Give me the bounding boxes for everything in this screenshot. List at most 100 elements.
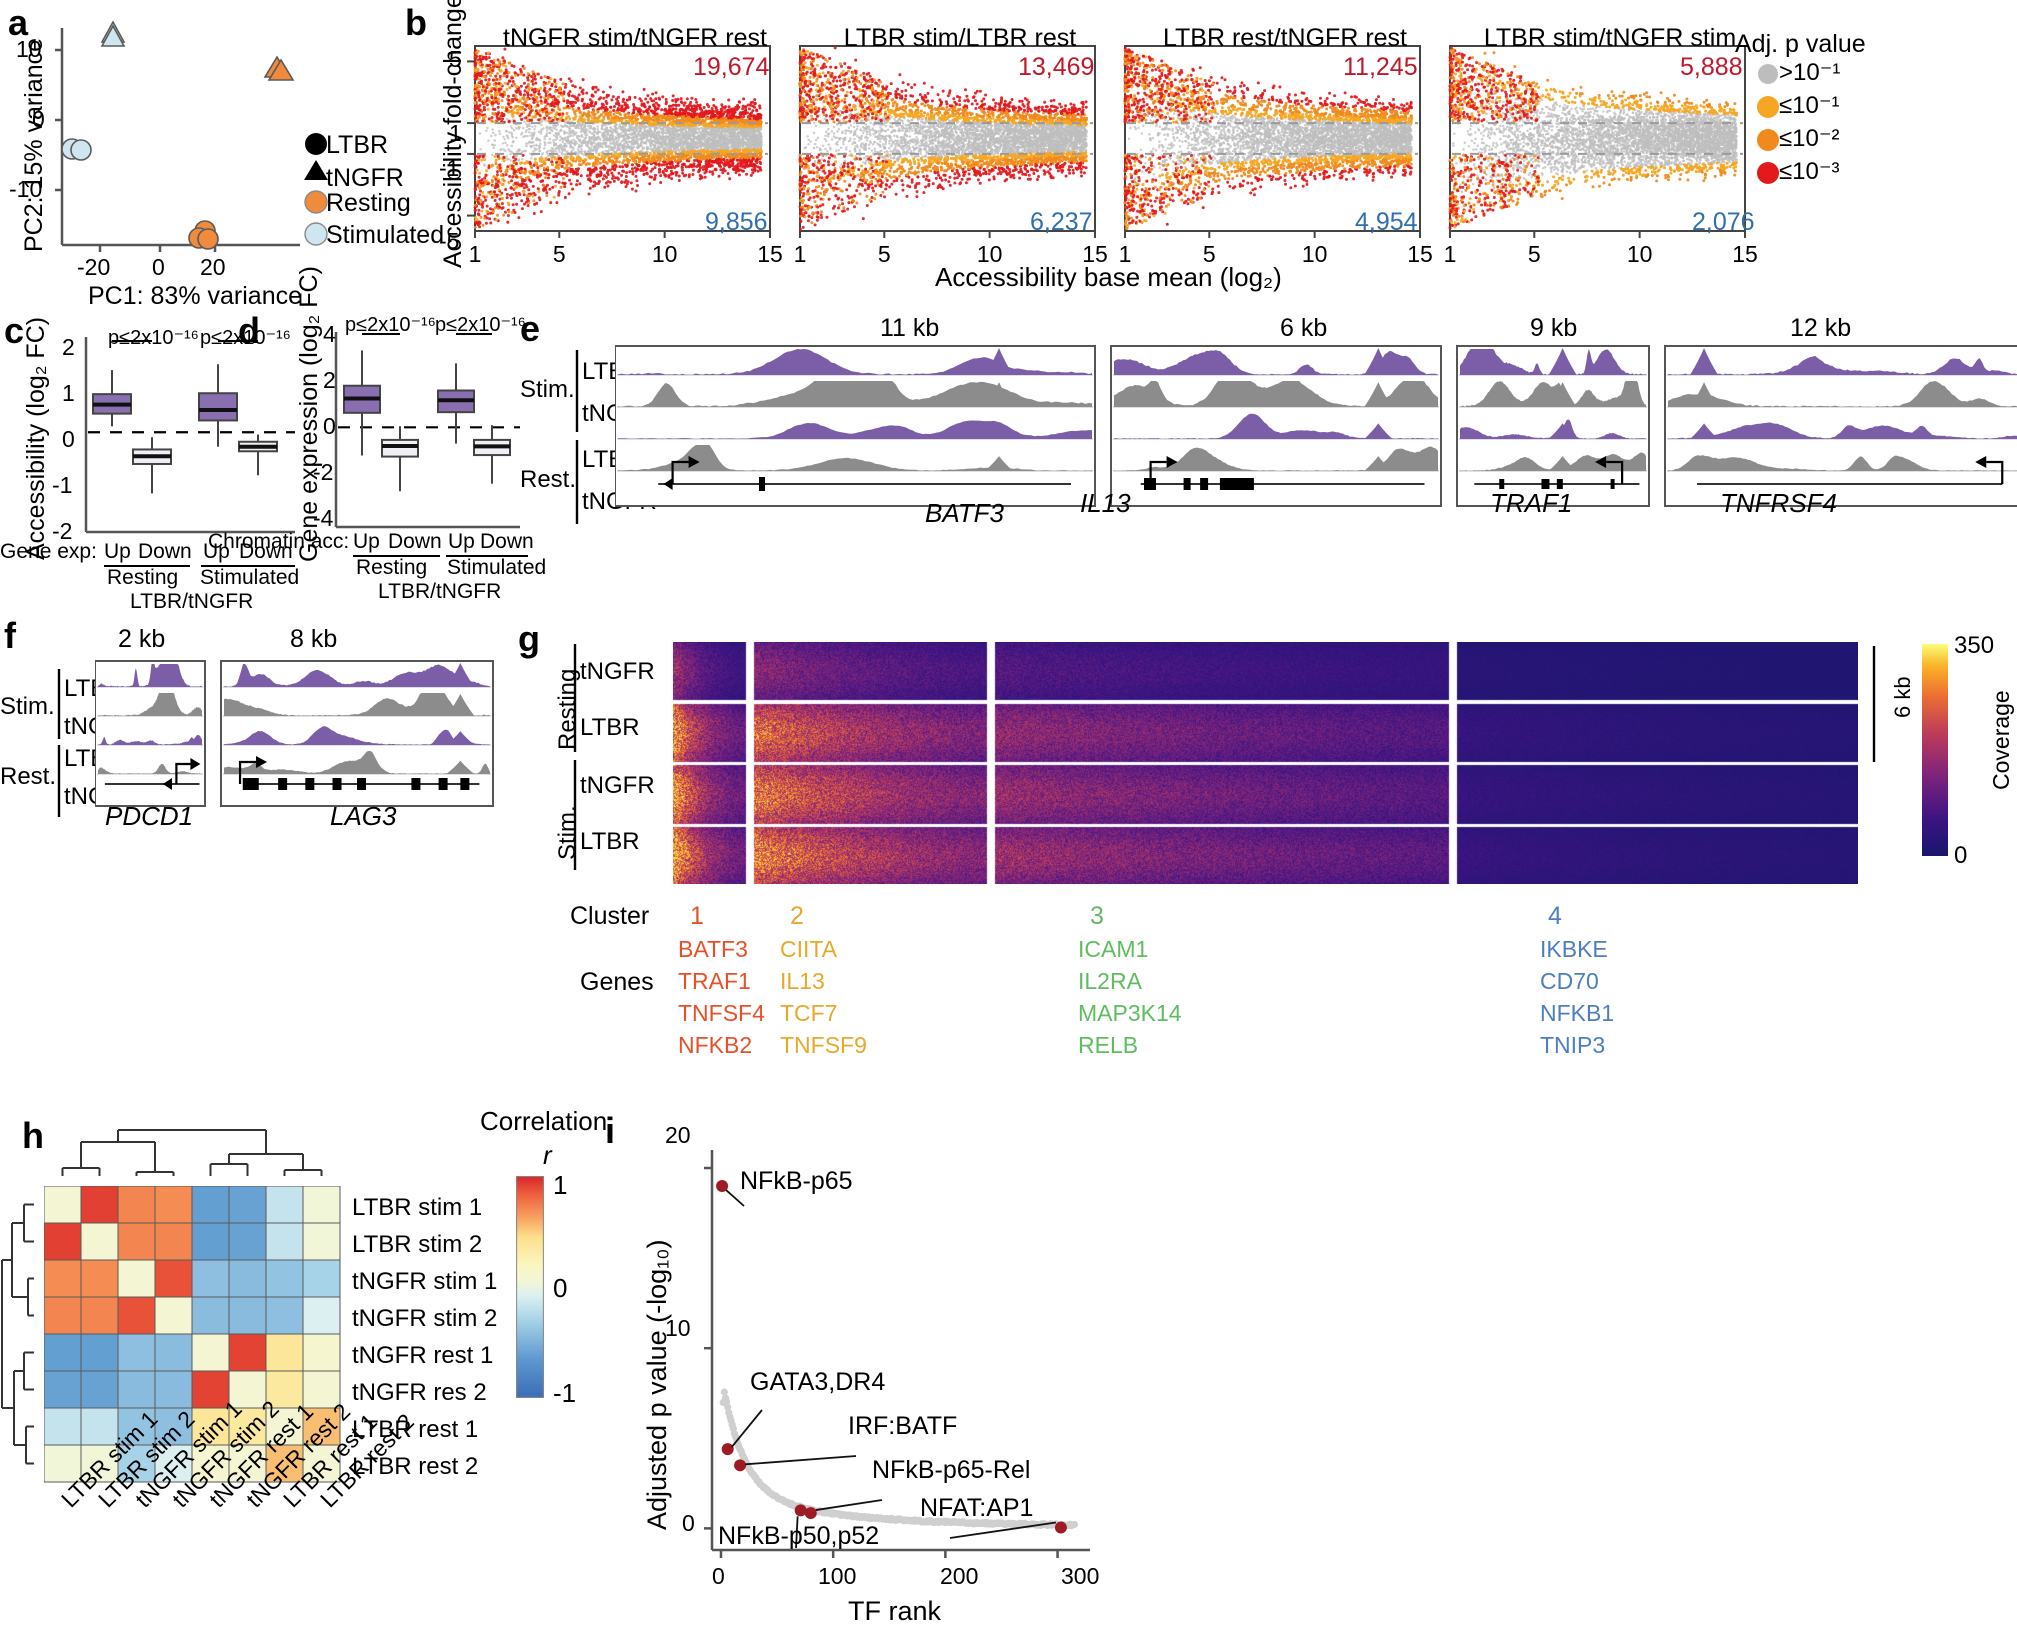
- panel-g-cluster-label: Cluster: [570, 902, 649, 931]
- panel-d-cat-0: Up: [353, 530, 380, 554]
- panel-e-span-3: 12 kb: [1790, 314, 1851, 343]
- panel-a-legend-ltbr: LTBR: [326, 131, 388, 160]
- panel-i-ytick-1: 10: [665, 1315, 691, 1342]
- panel-g-c1-gene-3: NFKB2: [678, 1032, 752, 1059]
- panel-f-gene-1: LAG3: [330, 801, 397, 832]
- panel-e-span-0: 11 kb: [880, 314, 939, 343]
- panel-g-row-0: tNGFR: [580, 658, 655, 686]
- panel-e-gene-2: TRAF1: [1490, 488, 1572, 519]
- panel-g-colorbar-title: Coverage: [1988, 690, 2015, 790]
- panel-b-legend-title: Adj. p value: [1735, 30, 1866, 59]
- panel-i-xtick-0: 0: [712, 1563, 725, 1590]
- panel-g-scale-bar: [1866, 642, 1886, 892]
- panel-i-ytick-2: 0: [682, 1510, 695, 1537]
- panel-h-legend-min: -1: [553, 1378, 576, 1409]
- panel-b-up-3: 5,888: [1680, 53, 1743, 82]
- panel-c-supergroup-1: Stimulated: [200, 566, 299, 590]
- panel-i-tf-label-1: GATA3,DR4: [750, 1368, 885, 1397]
- panel-g-c4-gene-2: NFKB1: [1540, 1000, 1614, 1027]
- panel-h-rowlab-3: tNGFR stim 2: [352, 1305, 497, 1333]
- panel-g-c3-gene-2: MAP3K14: [1078, 1000, 1182, 1027]
- panel-g-c2-gene-1: IL13: [780, 968, 825, 995]
- panel-g-c1-gene-0: BATF3: [678, 936, 748, 963]
- panel-h: h LTBR stim 1 LTBR stim 2 tNGFR stim 1 t…: [0, 1090, 500, 1650]
- panel-h-rowlab-4: tNGFR rest 1: [352, 1342, 493, 1370]
- panel-b-legend-0: >10⁻¹: [1779, 58, 1840, 87]
- panel-g-c3-gene-0: ICAM1: [1078, 936, 1148, 963]
- panel-i-tf-label-0: NFkB-p65: [740, 1167, 853, 1196]
- panel-d-ytick-4: -4: [313, 505, 333, 532]
- panel-d-ytick-1: 2: [323, 367, 336, 394]
- panel-h-rowlab-0: LTBR stim 1: [352, 1194, 482, 1222]
- panel-i-xtick-3: 300: [1061, 1563, 1099, 1590]
- panel-d-ytick-0: 4: [323, 321, 336, 348]
- panel-g-c4-gene-1: CD70: [1540, 968, 1599, 995]
- panel-f-rowgroup-0: Stim.: [0, 693, 55, 721]
- panel-a-legend-resting: Resting: [326, 189, 411, 218]
- panel-g-scale-label: 6 kb: [1890, 676, 1916, 718]
- panel-b-legend-2: ≤10⁻²: [1779, 124, 1840, 153]
- panel-c: c Accessibility (log₂ FC) p≤2x10⁻¹⁶ p≤2x…: [0, 0, 300, 320]
- panel-e-gene-0: BATF3: [925, 498, 1004, 529]
- panel-g-colorbar: [1922, 644, 1948, 856]
- panel-g-cluster-id-2: 3: [1090, 902, 1104, 931]
- panel-g-colorbar-min: 0: [1954, 842, 1967, 870]
- panel-d-cat-1: Down: [388, 530, 442, 554]
- panel-g-c3-gene-3: RELB: [1078, 1032, 1138, 1059]
- panel-b-title-2: LTBR rest/tNGFR rest: [1125, 24, 1445, 53]
- panel-i-ytick-0: 20: [665, 1122, 691, 1149]
- panel-g: g Resting Stim. tNGFR LTBR tNGFR LTBR 6 …: [518, 610, 2017, 970]
- panel-d-footer: LTBR/tNGFR: [378, 580, 501, 604]
- panel-c-ytick-0: 2: [62, 334, 75, 361]
- panel-d: d Gene expression (log₂ FC) p≤2x10⁻¹⁶ p≤…: [300, 290, 520, 610]
- panel-g-c1-gene-2: TNFSF4: [678, 1000, 765, 1027]
- panel-g-c4-gene-0: IKBKE: [1540, 936, 1608, 963]
- panel-b-title-3: LTBR stim/tNGFR stim: [1450, 24, 1770, 53]
- panel-e: e 11 kb 6 kb 9 kb 12 kb Stim. Rest. LTBR…: [520, 300, 2017, 570]
- panel-c-group-prefix: Gene exp:: [0, 540, 97, 564]
- panel-b-up-0: 19,674: [693, 53, 769, 82]
- panel-e-bracket-stim: [572, 348, 586, 548]
- panel-h-colorbar: [516, 1176, 544, 1398]
- panel-g-c1-gene-1: TRAF1: [678, 968, 751, 995]
- panel-g-heatmap: [673, 642, 1858, 884]
- panel-e-gene-3: TNFRSF4: [1720, 488, 1837, 519]
- panel-h-legend-sub: r: [543, 1140, 552, 1171]
- panel-i-tf-label-2: IRF:BATF: [848, 1412, 957, 1441]
- panel-c-cat-0: Up: [104, 540, 131, 564]
- panel-e-rowgroup-0: Stim.: [520, 376, 575, 404]
- panel-b-down-2: 4,954: [1355, 208, 1418, 237]
- panel-g-c3-gene-1: IL2RA: [1078, 968, 1142, 995]
- panel-d-pvalue-1: p≤2x10⁻¹⁶: [435, 312, 526, 337]
- panel-c-ytick-3: -1: [52, 472, 72, 499]
- panel-b-ytick-1: 1: [449, 120, 462, 147]
- panel-b-down-1: 6,237: [1030, 208, 1093, 237]
- panel-d-ytick-2: 0: [323, 413, 336, 440]
- panel-e-gene-1: IL13: [1080, 488, 1131, 519]
- panel-g-genes-label: Genes: [580, 968, 654, 997]
- panel-c-ytick-2: 0: [62, 426, 75, 453]
- panel-c-cat-1: Down: [138, 540, 192, 564]
- panel-i: i Adjusted p value (-log₁₀) 20 10 0 0 10…: [620, 1090, 1180, 1650]
- panel-e-span-1: 6 kb: [1280, 314, 1327, 343]
- panel-g-row-1: LTBR: [580, 714, 640, 742]
- panel-b-legend-1: ≤10⁻¹: [1779, 91, 1840, 120]
- panel-i-xlabel: TF rank: [848, 1596, 941, 1627]
- panel-d-supergroup-0: Resting: [356, 556, 427, 580]
- panel-h-legend-title: Correlation: [480, 1106, 607, 1137]
- panel-b-title-1: LTBR stim/LTBR rest: [800, 24, 1120, 53]
- panel-d-ytick-3: -2: [313, 459, 333, 486]
- panel-c-supergroup-0: Resting: [107, 566, 178, 590]
- panel-i-letter: i: [605, 1110, 615, 1152]
- panel-i-tf-label-3: NFkB-p50,p52: [718, 1522, 879, 1551]
- panel-h-legend-mid: 0: [553, 1273, 567, 1304]
- panel-b-up-2: 11,245: [1343, 53, 1418, 82]
- panel-f-span-0: 2 kb: [118, 625, 165, 654]
- panel-e-span-2: 9 kb: [1530, 314, 1577, 343]
- panel-i-tf-label-5: NFAT:AP1: [920, 1494, 1033, 1523]
- panel-g-c4-gene-3: TNIP3: [1540, 1032, 1605, 1059]
- panel-g-cluster-id-0: 1: [690, 902, 704, 931]
- panel-d-cat-2: Up: [448, 530, 475, 554]
- panel-c-pvalue-0: p≤2x10⁻¹⁶: [108, 325, 199, 350]
